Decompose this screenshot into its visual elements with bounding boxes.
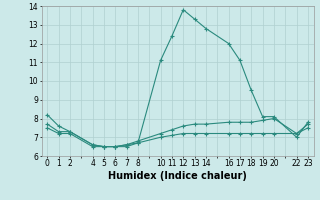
X-axis label: Humidex (Indice chaleur): Humidex (Indice chaleur) [108, 171, 247, 181]
